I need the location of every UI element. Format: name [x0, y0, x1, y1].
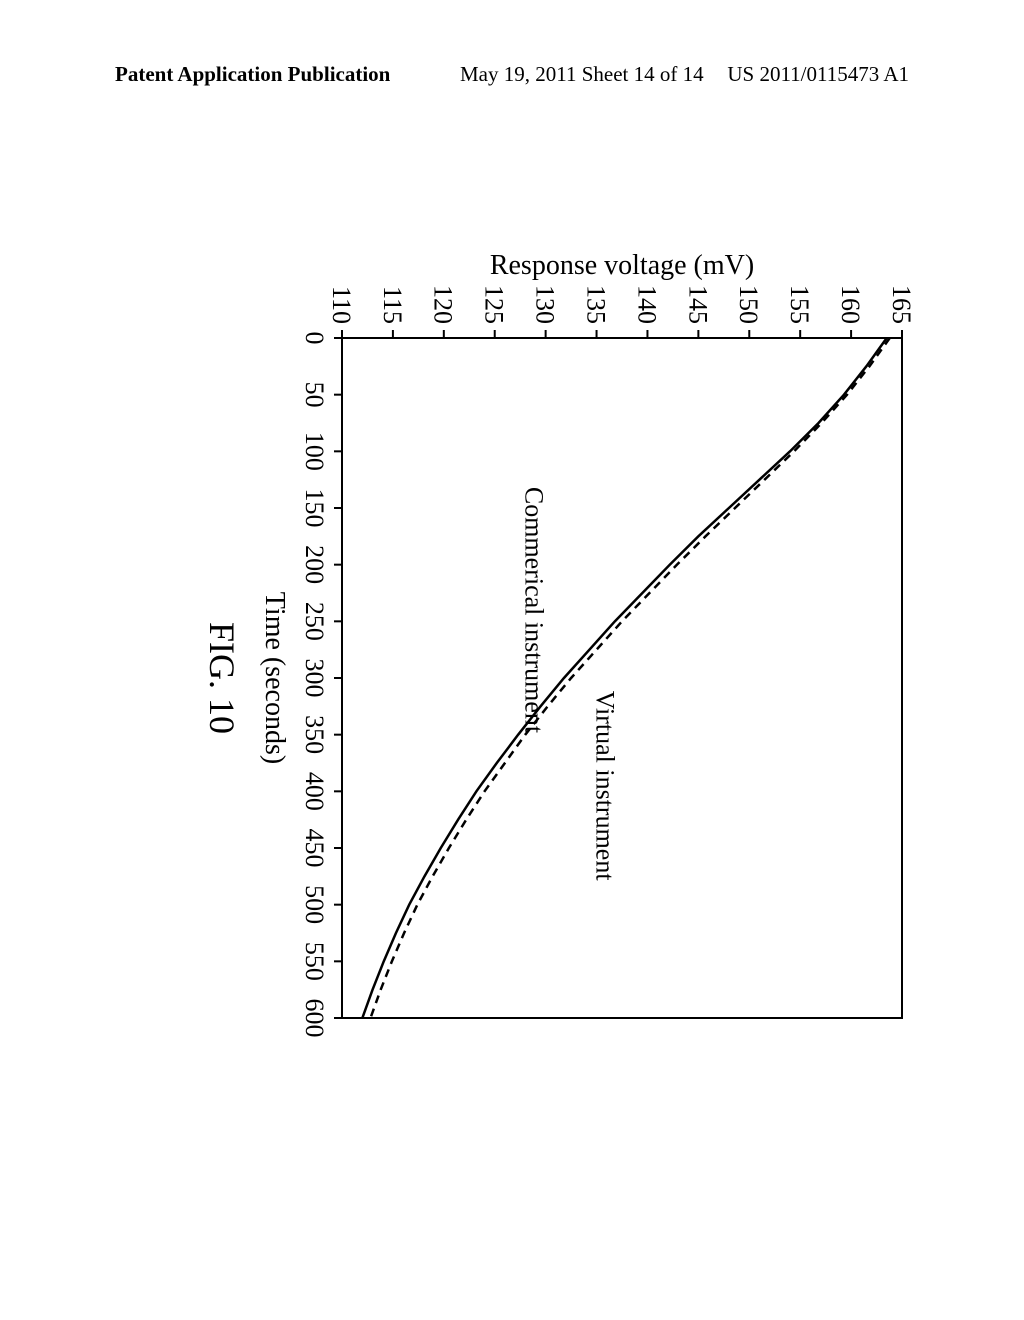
svg-text:160: 160 — [836, 285, 865, 324]
svg-text:300: 300 — [300, 659, 329, 698]
svg-text:140: 140 — [632, 285, 661, 324]
svg-text:FIG. 10: FIG. 10 — [202, 622, 242, 734]
svg-text:450: 450 — [300, 829, 329, 868]
svg-text:Virtual instrument: Virtual instrument — [591, 691, 620, 882]
svg-text:145: 145 — [683, 285, 712, 324]
svg-text:115: 115 — [378, 286, 407, 324]
svg-text:Commerical instrument: Commerical instrument — [519, 487, 548, 734]
svg-text:200: 200 — [300, 545, 329, 584]
svg-text:50: 50 — [300, 382, 329, 408]
svg-text:Time (seconds): Time (seconds) — [259, 592, 290, 764]
svg-text:165: 165 — [887, 285, 916, 324]
svg-text:0: 0 — [300, 332, 329, 345]
svg-text:Response voltage (mV): Response voltage (mV) — [490, 250, 754, 281]
svg-text:100: 100 — [300, 432, 329, 471]
svg-text:135: 135 — [581, 285, 610, 324]
page: Patent Application Publication May 19, 2… — [0, 0, 1024, 1320]
header-center: May 19, 2011 Sheet 14 of 14 — [460, 62, 704, 87]
svg-text:350: 350 — [300, 715, 329, 754]
svg-text:250: 250 — [300, 602, 329, 641]
svg-text:130: 130 — [531, 285, 560, 324]
svg-text:120: 120 — [429, 285, 458, 324]
figure-container: 0 50 100 150 200 250 300 350 400 450 500 550 600 110 1… — [102, 248, 922, 1052]
header-left: Patent Application Publication — [115, 62, 390, 87]
svg-text:600: 600 — [300, 999, 329, 1038]
svg-text:400: 400 — [300, 772, 329, 811]
svg-text:550: 550 — [300, 942, 329, 981]
figure-10-chart: 0 50 100 150 200 250 300 350 400 450 500 550 600 110 1… — [162, 248, 922, 1052]
svg-text:150: 150 — [300, 489, 329, 528]
svg-text:125: 125 — [480, 285, 509, 324]
svg-text:150: 150 — [734, 285, 763, 324]
header-right: US 2011/0115473 A1 — [727, 62, 909, 87]
svg-text:500: 500 — [300, 885, 329, 924]
svg-text:110: 110 — [327, 286, 356, 324]
svg-text:155: 155 — [785, 285, 814, 324]
